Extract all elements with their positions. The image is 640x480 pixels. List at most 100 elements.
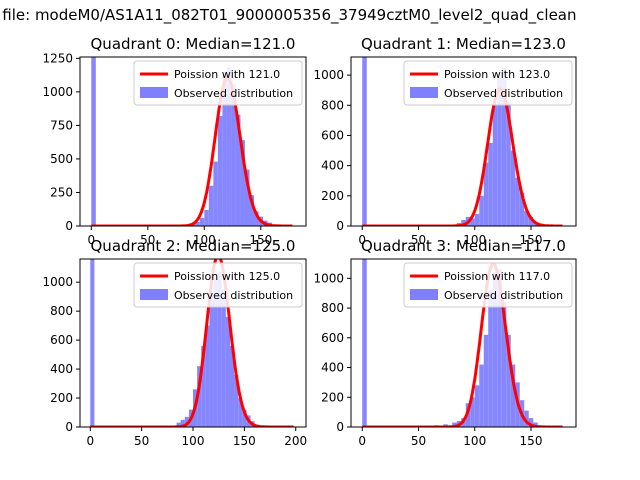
y-tick-label: 0	[336, 420, 344, 434]
y-tick-label: 400	[321, 159, 344, 173]
histogram-bar	[483, 162, 489, 226]
x-tick-label: 100	[182, 434, 205, 448]
histogram-bar	[204, 209, 209, 226]
histogram-bar	[195, 221, 200, 226]
histogram-bar	[234, 374, 239, 427]
legend: Poission with 121.0 Observed distribution	[133, 60, 303, 106]
y-tick-label: 800	[321, 98, 344, 112]
histogram-bar	[197, 366, 202, 427]
x-tick-label: 0	[358, 233, 366, 247]
y-tick-label: 600	[321, 128, 344, 142]
legend-box	[133, 60, 303, 106]
histogram-bar	[217, 116, 223, 226]
histogram-bar	[479, 364, 484, 427]
y-tick-label: 400	[321, 361, 344, 375]
axes-frame	[350, 56, 577, 227]
y-tick-label: 600	[50, 333, 73, 347]
axes-frame	[350, 258, 577, 428]
histogram-bar	[488, 290, 493, 427]
x-tick-label: 50	[411, 233, 426, 247]
histogram-bar	[238, 398, 243, 427]
poisson-curve	[361, 87, 563, 226]
y-tick-label: 250	[50, 185, 73, 199]
histogram-bar	[209, 296, 214, 427]
histogram-bar	[201, 345, 206, 427]
histogram-bar	[213, 161, 218, 226]
x-tick-label: 100	[463, 434, 486, 448]
legend-poisson-label: Poission with 121.0	[174, 68, 280, 81]
histogram-bar	[90, 259, 95, 427]
quadrant-title: Quadrant 3: Median=117.0	[361, 237, 566, 255]
histogram-bar	[461, 219, 466, 226]
histogram-bar	[213, 277, 218, 427]
histogram-bar	[225, 316, 230, 427]
histogram-bar	[488, 143, 493, 226]
histogram-bar	[176, 422, 181, 427]
histogram-bar	[208, 185, 214, 226]
histogram-bar	[244, 169, 250, 226]
histogram-bar	[506, 334, 511, 427]
histogram-bar	[474, 213, 480, 226]
legend-observed-label: Observed distribution	[174, 289, 293, 302]
y-tick-label: 200	[50, 391, 73, 405]
histogram-bar	[501, 67, 507, 226]
histogram-bar	[506, 102, 511, 226]
y-tick-label: 0	[65, 420, 73, 434]
histogram-bar	[240, 140, 245, 226]
x-tick-label: 50	[140, 233, 155, 247]
legend-poisson-label: Poission with 123.0	[444, 68, 550, 81]
y-tick-label: 1000	[42, 275, 73, 289]
y-tick-label: 750	[50, 118, 73, 132]
plot-area	[361, 57, 563, 226]
y-tick-label: 400	[50, 362, 73, 376]
x-tick-label: 200	[284, 434, 307, 448]
x-tick-label: 100	[193, 233, 216, 247]
histogram-bar	[231, 83, 236, 226]
histogram-bar	[497, 269, 502, 427]
histogram-bar	[501, 302, 507, 427]
poisson-curve	[361, 262, 563, 427]
quadrant-title: Quadrant 2: Median=125.0	[91, 237, 296, 255]
y-tick-label: 600	[321, 331, 344, 345]
histogram-bar	[249, 195, 255, 226]
histogram-bar	[497, 78, 502, 226]
y-tick-label: 1000	[313, 68, 344, 82]
y-tick-label: 1000	[42, 85, 73, 99]
histogram-bar	[205, 325, 210, 427]
histogram-bar	[242, 409, 247, 427]
quadrant-1-chart: 0 50 100 150 0 200 400 600 800 1000 Quadrant 1: Me…	[313, 35, 577, 247]
histogram-bar	[479, 195, 484, 226]
legend-observed-swatch	[410, 289, 438, 300]
figure-title: n file: modeM0/AS1A11_082T01_9000005356_…	[0, 6, 577, 24]
legend: Poission with 125.0 Observed distribution	[133, 262, 303, 308]
y-tick-label: 0	[336, 219, 344, 233]
quadrant-0-chart: 0 50 100 150 0 250 500 750 1000 1250 Quadrant 0: M…	[42, 35, 307, 247]
plot-area	[361, 259, 563, 427]
x-tick-label: 50	[134, 434, 149, 448]
legend-observed-label: Observed distribution	[444, 289, 563, 302]
x-tick-label: 150	[233, 434, 256, 448]
histogram-bar	[229, 345, 235, 427]
histogram-bar	[470, 218, 475, 226]
histogram-bar	[524, 410, 529, 427]
x-tick-label: 100	[463, 233, 486, 247]
histogram-bar	[483, 334, 489, 427]
quadrant-3-chart: 0 50 100 150 0 200 400 600 800 1000 Quadrant 3: Me…	[313, 237, 577, 448]
legend-box	[403, 60, 573, 106]
histogram-bar	[492, 272, 498, 427]
legend-box	[133, 262, 303, 308]
histogram-bar	[474, 385, 480, 427]
legend-box	[403, 262, 573, 308]
histogram-bar	[515, 177, 520, 226]
histogram-bar	[362, 259, 367, 427]
histogram-bar	[184, 416, 189, 427]
y-tick-label: 200	[321, 189, 344, 203]
histogram-bar	[362, 57, 367, 226]
legend-observed-label: Observed distribution	[444, 87, 563, 100]
y-tick-label: 800	[321, 301, 344, 315]
x-tick-label: 50	[411, 434, 426, 448]
histogram-bar	[452, 422, 457, 427]
histogram-bar	[528, 418, 534, 427]
x-tick-label: 150	[249, 233, 272, 247]
y-tick-label: 800	[50, 304, 73, 318]
